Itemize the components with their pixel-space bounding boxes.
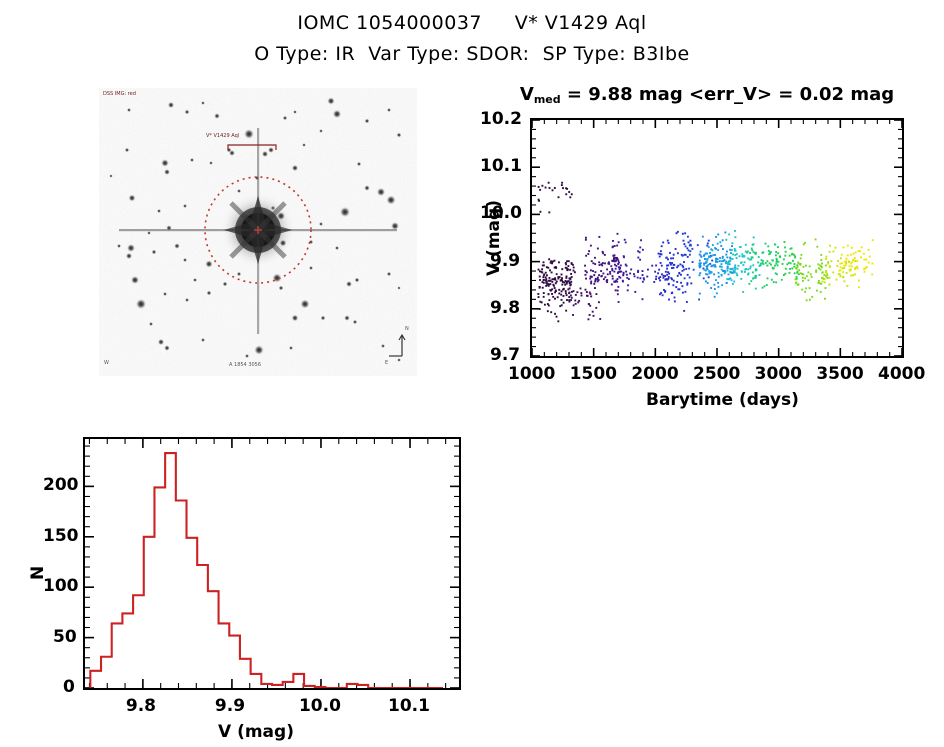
- stats-v-symbol: V: [519, 84, 534, 105]
- object-bracket: [227, 144, 277, 150]
- histogram-xtick-9.9: 9.9: [214, 696, 246, 716]
- histogram-canvas: [85, 439, 459, 688]
- object-type-line: O Type: IR Var Type: SDOR: SP Type: B3Ib…: [254, 43, 690, 65]
- lightcurve-ytick-10.0: 10.0: [480, 203, 522, 224]
- finder-chart-survey-label: DSS IMG: red: [103, 91, 136, 97]
- stats-values: = 9.88 mag <err_V> = 0.02 mag: [560, 84, 895, 105]
- lightcurve-canvas: [532, 120, 902, 356]
- lightcurve-ytick-9.9: 9.9: [490, 250, 521, 271]
- lightcurve-ytick-9.7: 9.7: [490, 345, 521, 365]
- dss-finder-chart[interactable]: DSS IMG: red V* V1429 Aql A 1854 3056 W …: [99, 88, 417, 376]
- lightcurve-plot[interactable]: [530, 118, 904, 358]
- histogram-plot[interactable]: [83, 437, 461, 690]
- target-marker: [254, 226, 262, 234]
- lightcurve-xtick-1500: 1500: [569, 364, 617, 384]
- lightcurve-xtick-3500: 3500: [816, 364, 864, 384]
- histogram-xlabel: V (mag): [218, 722, 294, 742]
- histogram-ytick-50: 50: [53, 626, 77, 647]
- histogram-ytick-200: 200: [43, 475, 79, 496]
- lightcurve-ylabel: V (mag): [484, 200, 504, 276]
- lightcurve-xtick-3000: 3000: [754, 364, 802, 384]
- lightcurve-points: [537, 181, 874, 323]
- finder-chart-east-label: E: [385, 360, 389, 366]
- header-block: IOMC 1054000037 V* V1429 Aql O Type: IR …: [0, 0, 944, 65]
- histogram-ytick-0: 0: [63, 677, 75, 697]
- histogram-outline: [89, 452, 443, 688]
- finder-chart-west-label: W: [104, 360, 109, 366]
- lightcurve-xlabel: Barytime (days): [646, 390, 799, 410]
- histogram-ytick-150: 150: [43, 525, 79, 546]
- finder-chart-north-label: N: [405, 326, 409, 332]
- histogram-ytick-100: 100: [43, 576, 79, 597]
- histogram-xtick-10.0: 10.0: [298, 696, 341, 716]
- stats-v-subscript: med: [533, 93, 561, 106]
- page-title: IOMC 1054000037 V* V1429 Aql: [297, 12, 647, 34]
- lightcurve-xtick-2500: 2500: [693, 364, 741, 384]
- histogram-xtick-10.1: 10.1: [388, 696, 430, 716]
- lightcurve-xtick-2000: 2000: [631, 364, 679, 384]
- finder-chart-bottom-label: A 1854 3056: [229, 362, 262, 368]
- lightcurve-xtick-1000: 1000: [508, 364, 556, 384]
- lightcurve-xtick-4000: 4000: [878, 364, 926, 384]
- lightcurve-ytick-10.2: 10.2: [480, 109, 522, 129]
- histogram-ylabel: N: [28, 565, 48, 580]
- stats-summary: Vmed = 9.88 mag <err_V> = 0.02 mag: [470, 84, 944, 106]
- finder-chart-object-label: V* V1429 Aql: [206, 133, 240, 139]
- histogram-xtick-9.8: 9.8: [125, 696, 156, 716]
- compass-icon: [389, 333, 406, 357]
- aperture-circle: [204, 176, 312, 284]
- finder-chart-image: [99, 88, 417, 376]
- lightcurve-ytick-9.8: 9.8: [490, 297, 521, 318]
- lightcurve-ytick-10.1: 10.1: [480, 156, 522, 177]
